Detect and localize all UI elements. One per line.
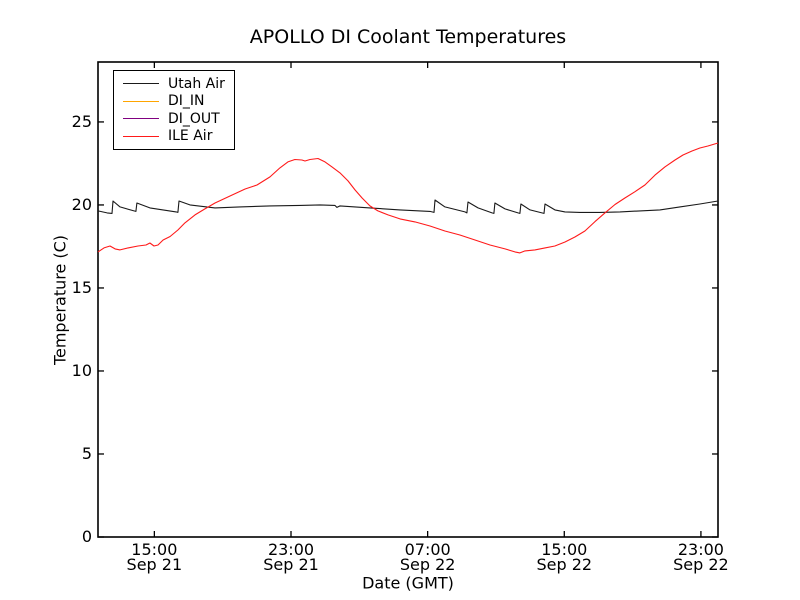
utah-air-line-swatch (123, 83, 159, 85)
ile-air-line-swatch (123, 135, 159, 137)
chart-title: APOLLO DI Coolant Temperatures (249, 26, 567, 48)
y-tick-label: 25 (71, 111, 92, 131)
x-tick-time: 23:00 (267, 540, 315, 559)
x-tick-label: 23:00 Sep 21 (263, 540, 319, 574)
legend-entry: Utah Air (114, 75, 234, 93)
legend-label: Utah Air (168, 75, 225, 92)
x-tick-label: 15:00 Sep 21 (126, 540, 183, 574)
y-tick-label: 10 (71, 360, 92, 380)
series-line-utah-air (97, 199, 719, 214)
legend-entry: DI_IN (114, 93, 234, 111)
x-tick-time: 15:00 (131, 540, 178, 559)
x-tick-date: Sep 21 (126, 555, 183, 574)
x-tick-label: 07:00 Sep 22 (399, 540, 456, 574)
legend-entry: ILE Air (114, 128, 234, 146)
x-axis-label: Date (GMT) (362, 573, 454, 593)
x-tick-time: 23:00 (677, 540, 724, 559)
x-tick-time: 07:00 (404, 540, 451, 559)
di-in-line-swatch (123, 100, 159, 102)
legend-entry: DI_OUT (114, 110, 234, 128)
y-tick-label: 5 (81, 443, 92, 463)
y-tick-label: 0 (81, 527, 92, 546)
legend-label: ILE Air (168, 128, 213, 145)
legend-label: DI_IN (168, 93, 205, 110)
x-tick-date: Sep 22 (399, 555, 456, 574)
x-tick-date: Sep 21 (263, 555, 319, 574)
x-tick-date: Sep 22 (536, 555, 593, 574)
y-tick-label: 20 (71, 194, 92, 214)
di-out-line-swatch (123, 118, 159, 120)
x-tick-date: Sep 22 (673, 555, 729, 574)
plot-frame (97, 61, 719, 538)
x-tick-label: 23:00 Sep 22 (673, 540, 729, 574)
y-tick-label: 15 (71, 277, 92, 297)
x-tick-time: 15:00 (541, 540, 588, 559)
x-tick-label: 15:00 Sep 22 (536, 540, 593, 574)
series-line-ile-air (97, 142, 719, 254)
legend-label: DI_OUT (168, 110, 220, 127)
legend: Utah Air DI_IN DI_OUT ILE Air (113, 70, 235, 150)
